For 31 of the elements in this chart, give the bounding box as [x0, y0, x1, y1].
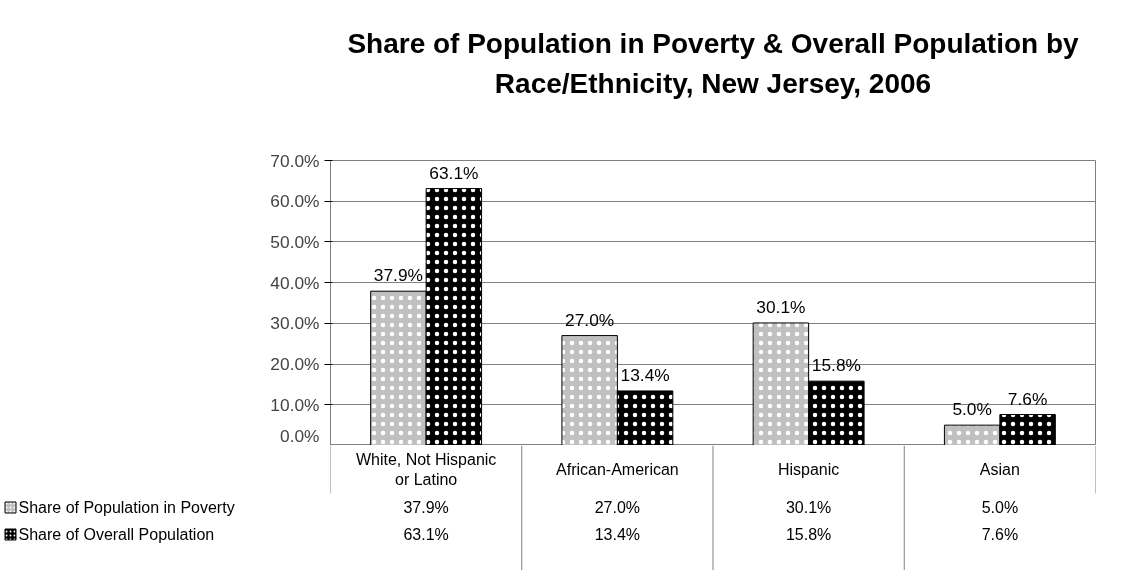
x-tick-label: Hispanic [777, 461, 840, 478]
text: 30.1% [756, 296, 806, 317]
y-tick-label: 40.0% [270, 272, 320, 293]
x-tick-label: African-American [556, 461, 679, 478]
text: 63.1% [429, 162, 479, 183]
text: 5.0% [952, 399, 992, 420]
data-label: 27.0% [594, 499, 641, 516]
data-label: 7.6% [981, 526, 1019, 543]
data-label: 63.1% [403, 526, 449, 543]
x-tick-label: White, Not Hispanic or Latino [355, 450, 497, 489]
legend-label: Share of Overall Population [18, 526, 215, 543]
data-label: 37.9% [403, 499, 449, 516]
data-label: 30.1% [785, 499, 832, 516]
y-tick-label: 30.0% [270, 313, 320, 334]
text: 37.9% [373, 265, 423, 286]
y-tick-label: 20.0% [270, 354, 320, 375]
text: 15.8% [811, 355, 861, 376]
y-tick-label: 60.0% [270, 191, 320, 212]
text: 7.6% [1007, 388, 1048, 409]
y-tick-label: 70.0% [270, 150, 320, 171]
y-tick-label: 0.0% [280, 425, 320, 446]
text: 27.0% [565, 309, 615, 330]
y-tick-label: 50.0% [270, 231, 320, 252]
legend-label: Share of Population in Poverty [18, 499, 235, 516]
y-tick-label: 10.0% [270, 394, 320, 415]
chart-title: Share of Population in Poverty & Overall Population by Race/Ethnicity, New Jersey, 2006 [347, 27, 1080, 100]
x-tick-label: Asian [979, 461, 1020, 478]
text: 13.4% [620, 364, 670, 385]
data-label: 15.8% [785, 526, 832, 543]
data-label: 13.4% [594, 526, 641, 543]
data-label: 5.0% [981, 499, 1019, 516]
